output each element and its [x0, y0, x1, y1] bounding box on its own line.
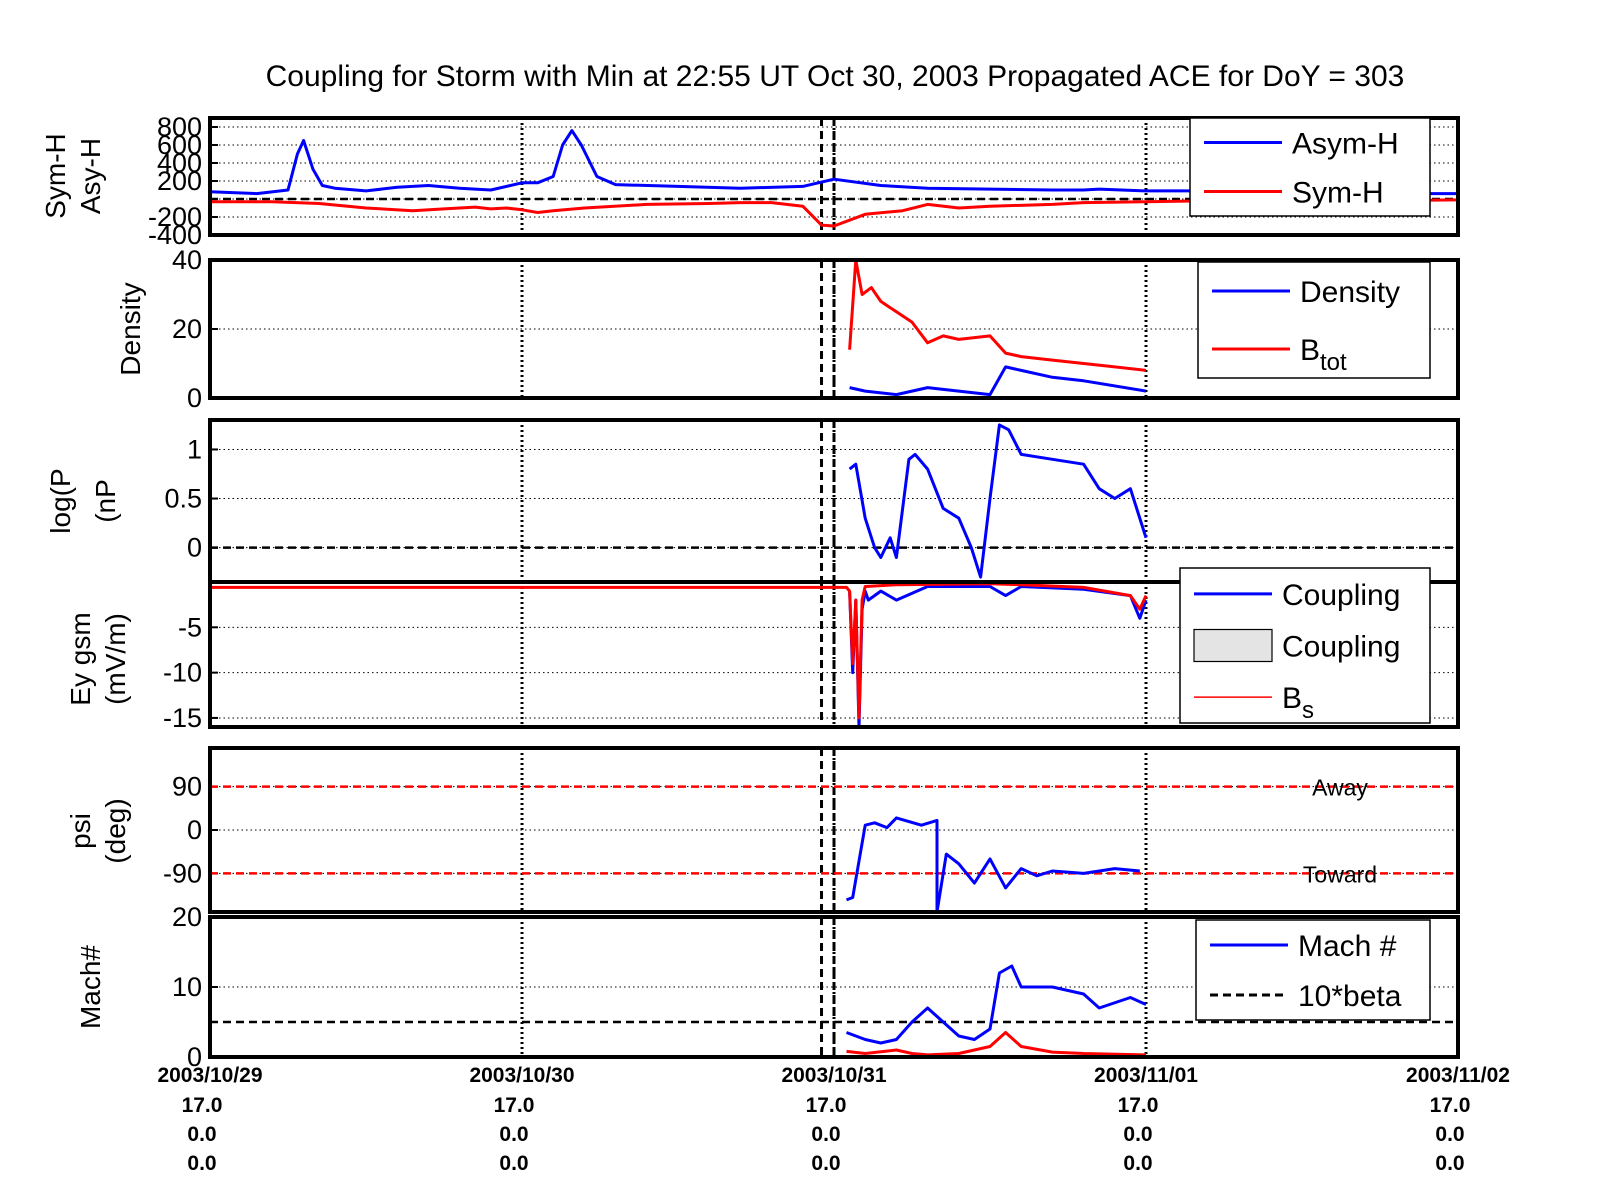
y-axis-label: psi	[65, 813, 96, 849]
series-mach-	[845, 964, 1147, 1045]
x-axis: 2003/10/29 17.0 0.0 0.0 2003/10/30 17.0 0.0 0.0…	[157, 1064, 1510, 1175]
axes-box	[208, 258, 1460, 400]
series-asym-h	[209, 129, 1458, 196]
x-tick-date: 2003/10/31	[781, 1064, 886, 1087]
x-tick-sublabel: 17.0	[1430, 1094, 1471, 1117]
x-tick-sublabel: 17.0	[494, 1094, 535, 1117]
y-tick-label: 0	[187, 815, 202, 845]
y-tick-label: 20	[172, 902, 202, 932]
y-tick-label: -5	[178, 612, 202, 642]
y-axis-label: Mach#	[75, 945, 106, 1029]
y-tick-label: 200	[157, 166, 202, 196]
x-tick-date: 2003/10/29	[157, 1064, 262, 1087]
legend-label: Coupling	[1282, 631, 1400, 664]
x-tick-sublabel: 0.0	[811, 1123, 840, 1146]
y-tick-label: 10	[172, 972, 202, 1002]
legend-box	[1197, 261, 1431, 379]
y-tick-label: -400	[148, 220, 202, 250]
axes-box	[208, 116, 1460, 237]
axes-box	[208, 580, 1460, 729]
y-axis-label: (deg)	[100, 798, 131, 863]
y-tick-label: -15	[163, 703, 202, 733]
y-axis-label: Sym-H	[40, 133, 71, 219]
legend-swatch	[1193, 628, 1273, 663]
x-tick-sublabel: 17.0	[1118, 1094, 1159, 1117]
series-sym-h	[210, 198, 1459, 228]
series-bs	[210, 582, 1148, 720]
axes-box	[208, 746, 1460, 914]
y-axis-label: Density	[115, 282, 146, 375]
x-tick-sublabel: 0.0	[1435, 1152, 1464, 1175]
x-tick-date: 2003/11/02	[1406, 1064, 1510, 1087]
x-tick-sublabel: 0.0	[499, 1152, 528, 1175]
reference-label-away: Away	[1312, 775, 1368, 801]
axes-box	[208, 915, 1460, 1059]
y-tick-label: 0	[187, 1042, 202, 1072]
legend-label: 10*beta	[1298, 980, 1402, 1013]
legend-mach: Mach # 10*beta	[1195, 919, 1431, 1021]
x-tick-sublabel: 0.0	[187, 1152, 216, 1175]
series-log-pdyn-	[848, 423, 1148, 579]
y-axis-label: Ey gsm	[65, 612, 96, 705]
legend-symh: Asym-H Sym-H	[1189, 117, 1431, 217]
y-tick-label: 600	[157, 130, 202, 160]
x-tick-date: 2003/10/30	[469, 1064, 574, 1087]
y-tick-label: 0.5	[164, 484, 202, 514]
y-axis-label: log(P	[45, 468, 76, 533]
series-psi	[845, 816, 1140, 914]
series-10-beta	[846, 1031, 1147, 1057]
x-tick-sublabel: 17.0	[182, 1094, 223, 1117]
legend-box	[1195, 919, 1431, 1021]
series-btot	[848, 258, 1147, 372]
x-tick-sublabel: 0.0	[187, 1123, 216, 1146]
chart-title: Coupling for Storm with Min at 22:55 UT …	[266, 60, 1405, 93]
y-axis-label: (mV/m)	[100, 613, 131, 705]
legend-label: Mach #	[1298, 930, 1397, 963]
y-tick-label: 0	[187, 383, 202, 413]
y-axis-label: Asy-H	[75, 138, 106, 214]
x-tick-sublabel: 17.0	[806, 1094, 847, 1117]
x-tick-date: 2003/11/01	[1094, 1064, 1198, 1087]
panel-pdyn: 1 0.5 0 log(P (nP	[45, 418, 1460, 584]
y-tick-label: 40	[172, 245, 202, 275]
y-tick-label: 1	[187, 434, 202, 464]
legend-box	[1189, 117, 1431, 217]
x-tick-sublabel: 0.0	[499, 1123, 528, 1146]
y-tick-label: 400	[157, 148, 202, 178]
series-coupling	[848, 585, 1148, 729]
y-axis-label: (nP	[90, 479, 121, 523]
legend-label: Sym-H	[1292, 177, 1384, 210]
x-tick-sublabel: 0.0	[1123, 1152, 1152, 1175]
series-density	[849, 365, 1147, 397]
legend-label: Density	[1300, 276, 1400, 309]
y-tick-label: 20	[172, 314, 202, 344]
y-tick-label: -90	[163, 858, 202, 888]
x-tick-sublabel: 0.0	[1123, 1123, 1152, 1146]
y-tick-label: -10	[163, 658, 202, 688]
legend-label: Coupling	[1282, 579, 1400, 612]
y-tick-label: 800	[157, 112, 202, 142]
y-tick-label: 0	[187, 533, 202, 563]
panel-mach: 20 10 0 Mach# Mach # 10*beta	[75, 902, 1460, 1072]
y-tick-label: 90	[172, 772, 202, 802]
legend-label: Asym-H	[1292, 128, 1399, 161]
y-tick-label: -200	[148, 202, 202, 232]
reference-label-toward: Toward	[1303, 861, 1377, 887]
panel-psi: 90 0 -90 Away Toward psi (deg)	[65, 746, 1460, 914]
x-tick-sublabel: 0.0	[811, 1152, 840, 1175]
x-tick-sublabel: 0.0	[1435, 1123, 1464, 1146]
